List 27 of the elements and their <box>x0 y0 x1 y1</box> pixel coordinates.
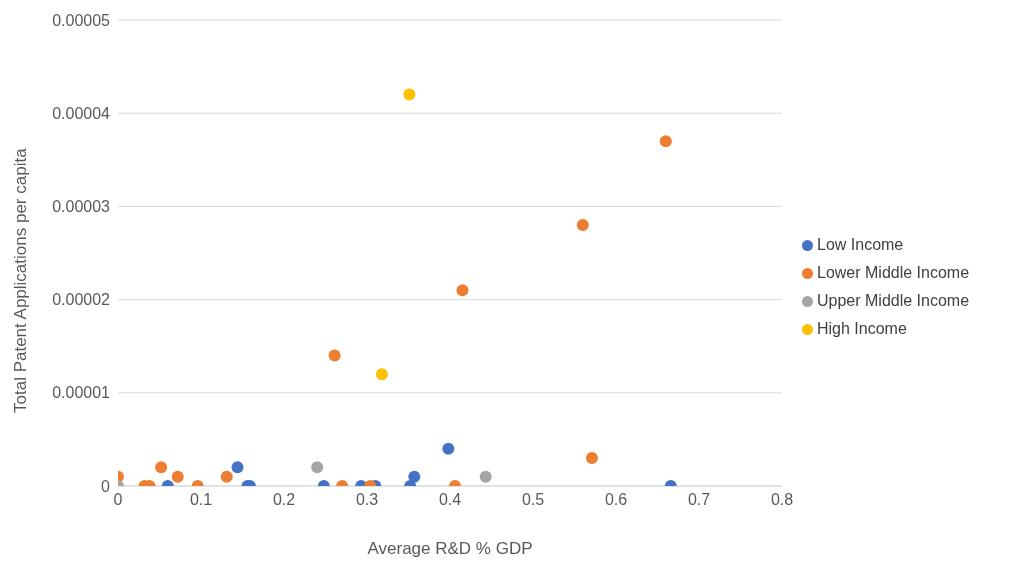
point <box>576 219 589 232</box>
point <box>456 284 469 297</box>
y-tick-label: 0.00004 <box>52 104 111 122</box>
x-tick-label: 0.7 <box>687 491 711 509</box>
y-tick-label: 0.00003 <box>52 198 111 216</box>
point <box>375 368 388 381</box>
x-tick-label: 0.8 <box>770 491 794 509</box>
y-tick-label: 0 <box>101 477 111 495</box>
x-tick-label: 0.4 <box>438 491 462 509</box>
legend-label: Lower Middle Income <box>817 264 970 281</box>
x-tick-label: 0.1 <box>189 491 213 509</box>
legend-label: Low Income <box>817 236 904 253</box>
x-tick-label: 0.2 <box>272 491 296 509</box>
point <box>403 88 416 101</box>
y-axis-title: Total Patent Applications per capita <box>11 147 31 413</box>
point <box>659 135 672 148</box>
point <box>328 349 341 362</box>
x-tick-label: 0.3 <box>355 491 379 509</box>
x-tick-label: 0.5 <box>521 491 545 509</box>
x-tick-label: 0 <box>113 491 123 509</box>
y-tick-label: 0.00002 <box>52 291 111 309</box>
x-axis-title: Average R&D % GDP <box>367 539 533 558</box>
x-tick-label: 0.6 <box>604 491 628 509</box>
legend-label: High Income <box>817 320 907 337</box>
legend-label: Upper Middle Income <box>817 292 970 309</box>
y-tick-label: 0.00001 <box>52 384 111 402</box>
y-tick-label: 0.00005 <box>52 11 111 29</box>
